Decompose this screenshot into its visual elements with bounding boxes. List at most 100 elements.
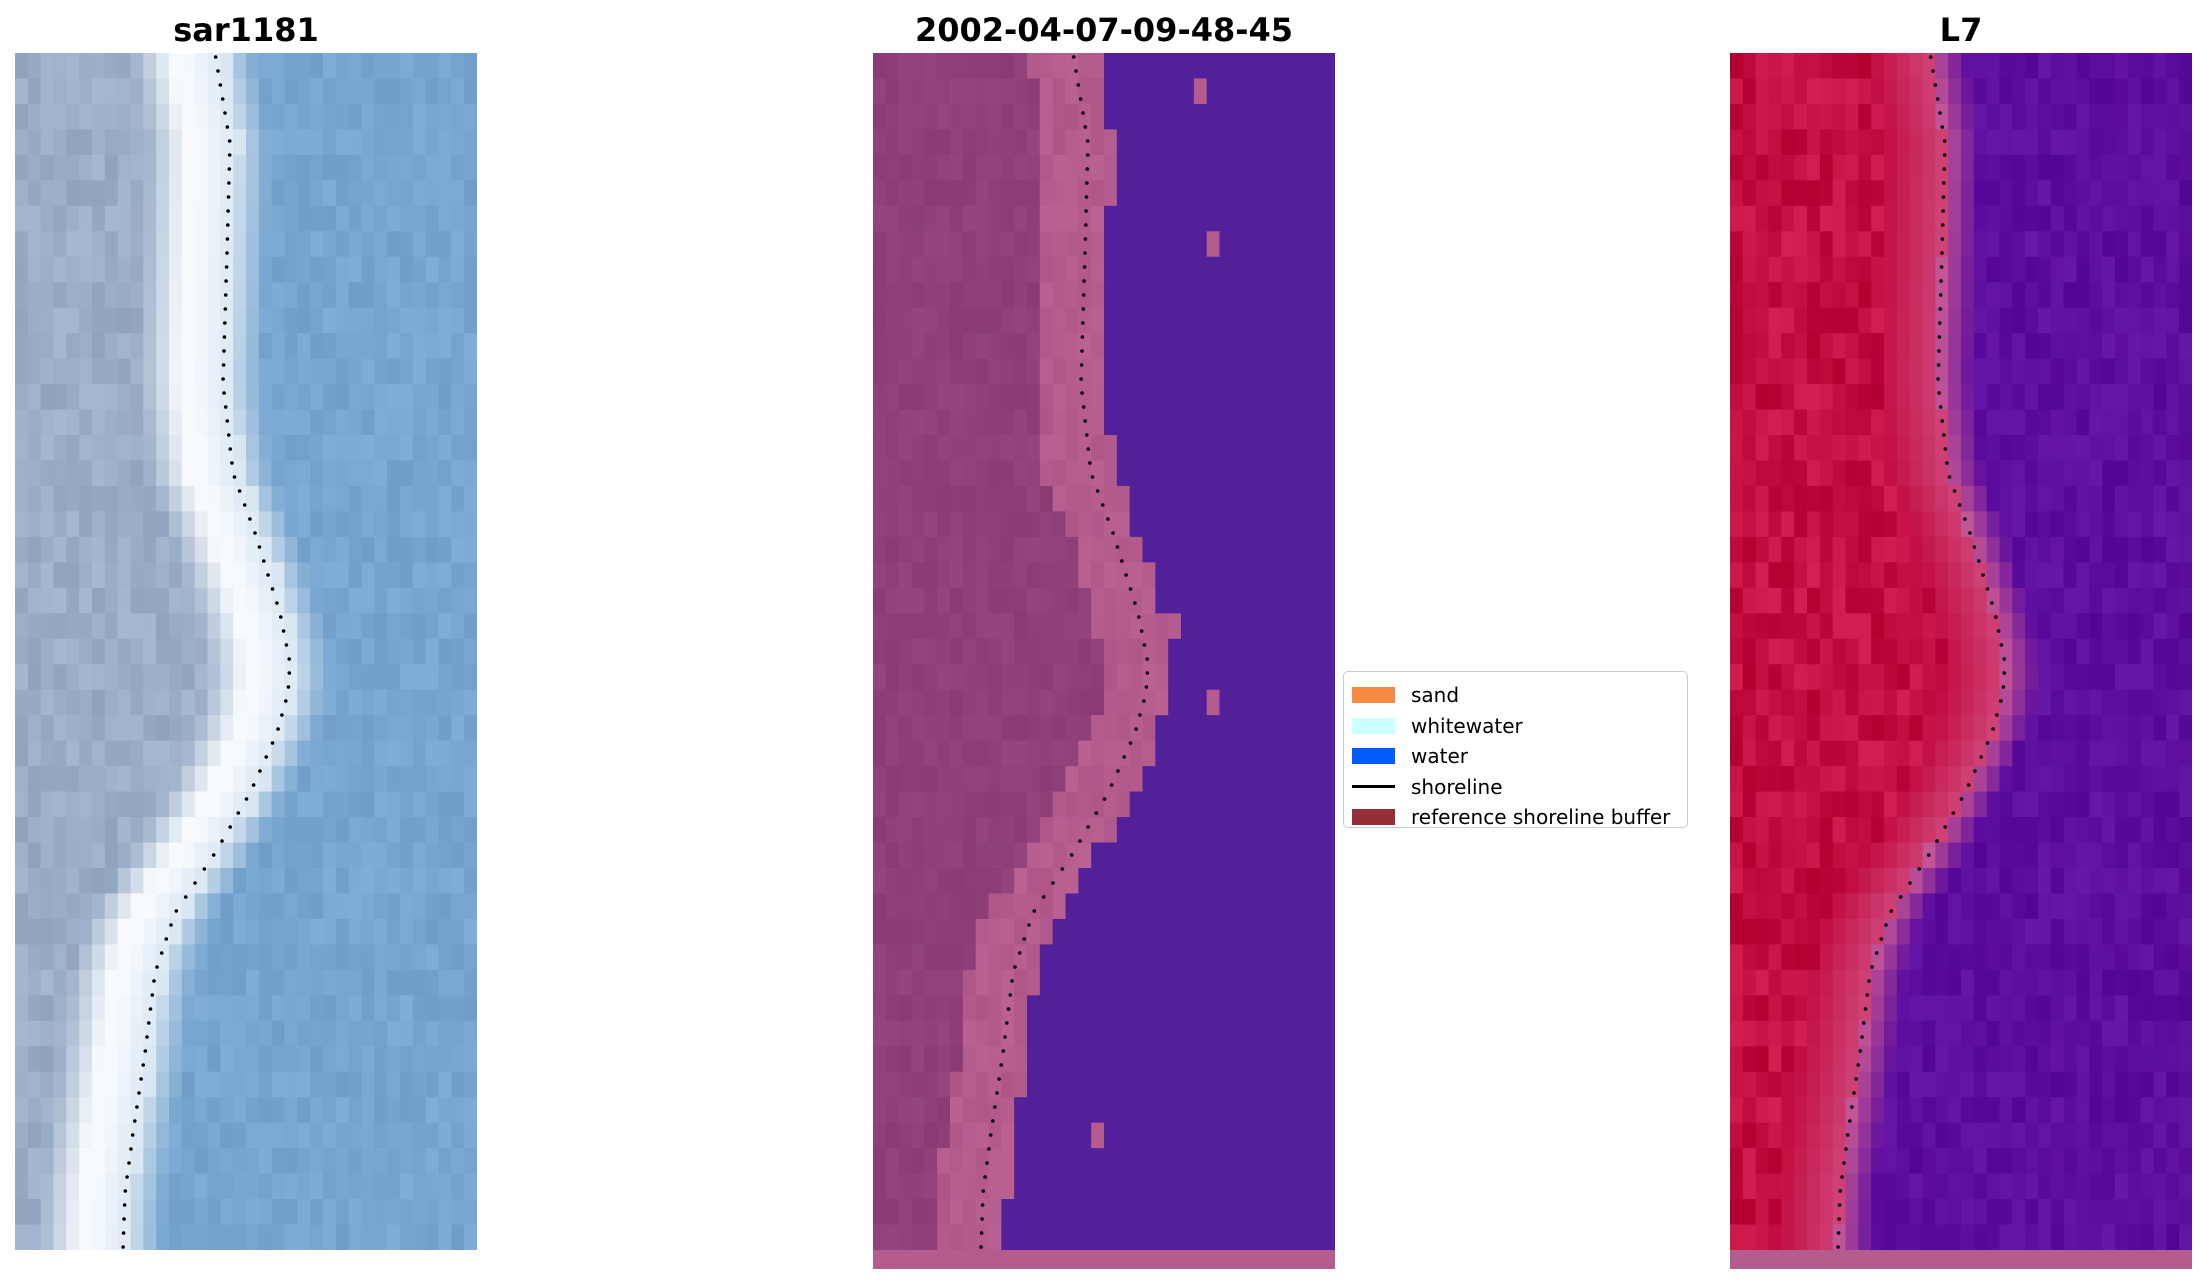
pixel-cell: [898, 103, 913, 131]
pixel-cell: [1116, 842, 1131, 869]
shoreline-point: [287, 657, 292, 661]
pixel-cell: [1832, 867, 1847, 895]
pixel-cell: [1245, 944, 1259, 971]
pixel-cell: [1961, 766, 1975, 793]
pixel-cell: [1258, 358, 1272, 385]
pixel-cell: [1027, 664, 1041, 691]
pixel-cell: [1309, 613, 1323, 640]
pixel-cell: [2102, 867, 2116, 895]
pixel-cell: [387, 180, 401, 207]
pixel-cell: [1922, 613, 1936, 640]
pixel-cell: [1091, 205, 1105, 232]
shoreline-point: [979, 1245, 983, 1249]
pixel-cell: [169, 842, 183, 869]
pixel-cell: [1730, 766, 1744, 793]
pixel-cell: [1794, 1046, 1808, 1073]
pixel-cell: [130, 180, 144, 207]
pixel-cell: [1973, 664, 1988, 691]
pixel-cell: [1794, 664, 1808, 691]
pixel-cell: [2179, 766, 2192, 793]
pixel-cell: [1309, 995, 1323, 1022]
pixel-cell: [1896, 358, 1911, 385]
pixel-cell: [66, 1148, 80, 1175]
pixel-cell: [1039, 1020, 1054, 1047]
pixel-cell: [1935, 536, 1949, 563]
pixel-cell: [911, 103, 925, 131]
pixel-cell: [1845, 587, 1859, 614]
pixel-cell: [104, 689, 119, 716]
pixel-cell: [207, 995, 221, 1022]
pixel-cell: [207, 384, 221, 411]
pixel-cell: [1104, 103, 1118, 131]
pixel-cell: [2140, 766, 2155, 793]
pixel-cell: [1027, 791, 1041, 818]
pixel-cell: [2127, 562, 2142, 589]
pixel-cell: [92, 969, 106, 996]
pixel-cell: [2153, 282, 2167, 309]
pixel-cell: [2050, 205, 2065, 232]
pixel-cell: [117, 460, 132, 487]
pixel-cell: [911, 893, 925, 920]
pixel-cell: [258, 78, 273, 105]
pixel-cell: [40, 307, 55, 334]
pixel-cell: [284, 1071, 298, 1098]
shoreline-point: [1081, 405, 1086, 409]
pixel-cell: [1129, 1046, 1144, 1073]
pixel-cell: [2063, 78, 2078, 105]
pixel-cell: [2115, 205, 2129, 232]
pixel-cell: [79, 1122, 93, 1149]
pixel-cell: [233, 307, 247, 334]
pixel-cell: [15, 995, 29, 1022]
shoreline-point: [1138, 713, 1142, 717]
pixel-cell: [387, 231, 401, 258]
pixel-cell: [246, 78, 260, 105]
pixel-cell: [451, 918, 465, 945]
pixel-cell: [1129, 995, 1144, 1022]
pixel-cell: [1065, 282, 1079, 309]
shoreline-point: [1085, 181, 1089, 185]
pixel-cell: [1961, 842, 1975, 869]
pixel-cell: [2140, 256, 2155, 283]
pixel-cell: [1909, 1046, 1924, 1073]
pixel-cell: [924, 1122, 938, 1149]
pixel-cell: [1065, 307, 1079, 334]
pixel-cell: [104, 460, 119, 487]
shoreline-point: [121, 1231, 126, 1235]
pixel-cell: [1884, 485, 1898, 513]
pixel-cell: [1832, 307, 1847, 334]
pixel-cell: [1768, 766, 1782, 793]
pixel-cell: [1858, 587, 1872, 614]
pixel-cell: [117, 231, 132, 258]
pixel-cell: [92, 613, 106, 640]
pixel-cell: [1742, 562, 1757, 589]
shoreline-point: [223, 307, 228, 311]
pixel-cell: [451, 256, 465, 283]
pixel-cell: [1001, 485, 1015, 513]
pixel-cell: [66, 78, 80, 105]
pixel-cell: [130, 766, 144, 793]
pixel-cell: [451, 689, 465, 716]
pixel-cell: [924, 1020, 938, 1047]
pixel-cell: [40, 511, 55, 538]
pixel-cell: [2038, 587, 2052, 614]
shoreline-point: [981, 1189, 986, 1193]
pixel-cell: [873, 103, 887, 131]
pixel-cell: [92, 1046, 106, 1073]
pixel-cell: [2012, 1046, 2026, 1073]
pixel-cell: [53, 1097, 67, 1124]
pixel-cell: [40, 689, 55, 716]
pixel-cell: [92, 740, 106, 767]
pixel-cell: [1142, 944, 1156, 971]
pixel-cell: [310, 944, 324, 971]
pixel-cell: [1001, 536, 1015, 563]
pixel-cell: [1219, 154, 1233, 181]
pixel-cell: [40, 154, 55, 181]
pixel-cell: [1283, 333, 1298, 360]
pixel-cell: [181, 638, 196, 665]
pixel-cell: [1922, 205, 1936, 232]
pixel-cell: [169, 511, 183, 538]
pixel-cell: [258, 1148, 273, 1175]
pixel-cell: [1142, 53, 1156, 80]
pixel-cell: [1129, 282, 1144, 309]
pixel-cell: [1039, 256, 1054, 283]
